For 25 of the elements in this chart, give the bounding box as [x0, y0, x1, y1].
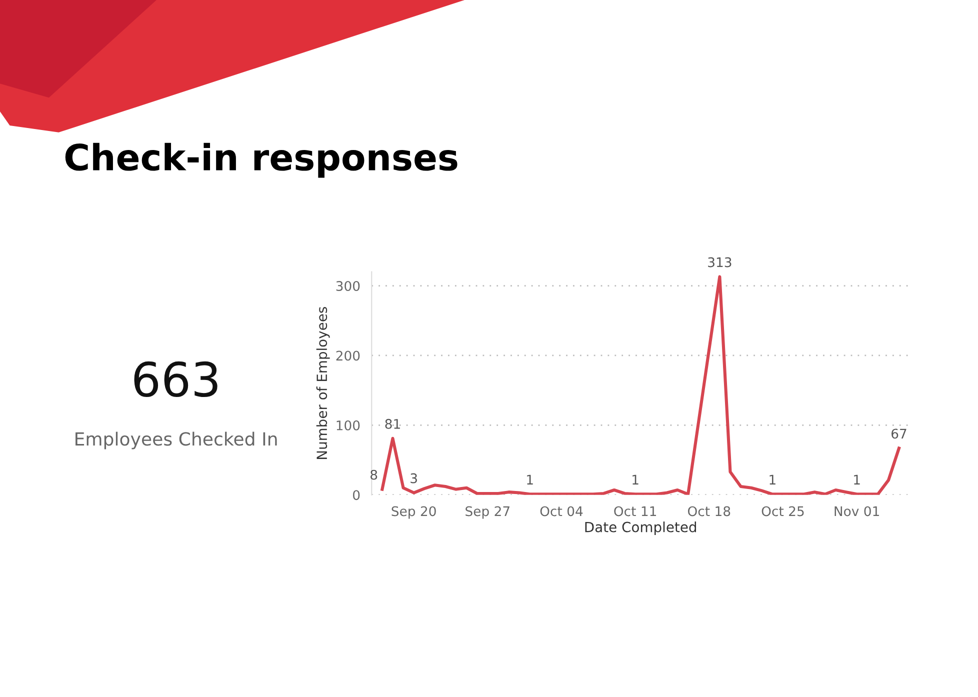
x-tick-label: Nov 01 [834, 506, 879, 516]
data-label: 1 [770, 474, 776, 484]
data-label: 313 [708, 257, 732, 268]
data-label: 8 [370, 470, 378, 480]
y-tick-label: 100 [336, 420, 360, 430]
x-tick-label: Oct 18 [688, 506, 730, 516]
data-label: 1 [632, 474, 638, 484]
y-tick-label: 0 [353, 490, 360, 500]
data-label: 67 [892, 428, 906, 439]
data-label: 3 [410, 473, 417, 484]
x-tick-label: Oct 25 [762, 506, 804, 516]
data-label: 1 [854, 474, 860, 484]
x-axis-title: Date Completed [585, 522, 696, 535]
y-tick-label: 300 [336, 280, 360, 291]
text: Check-in responses [65, 142, 458, 178]
text: 663 [134, 361, 218, 398]
data-label: 81 [385, 418, 400, 429]
y-tick-label: 200 [336, 350, 360, 361]
x-tick-label: Sep 27 [466, 506, 510, 519]
data-label: 1 [527, 474, 533, 484]
x-tick-label: Oct 11 [614, 506, 656, 516]
x-tick-label: Oct 04 [540, 506, 583, 516]
y-axis-title: Number of Employees [316, 307, 330, 460]
text: Employees Checked In [76, 432, 277, 450]
x-tick-label: Sep 20 [392, 506, 436, 519]
